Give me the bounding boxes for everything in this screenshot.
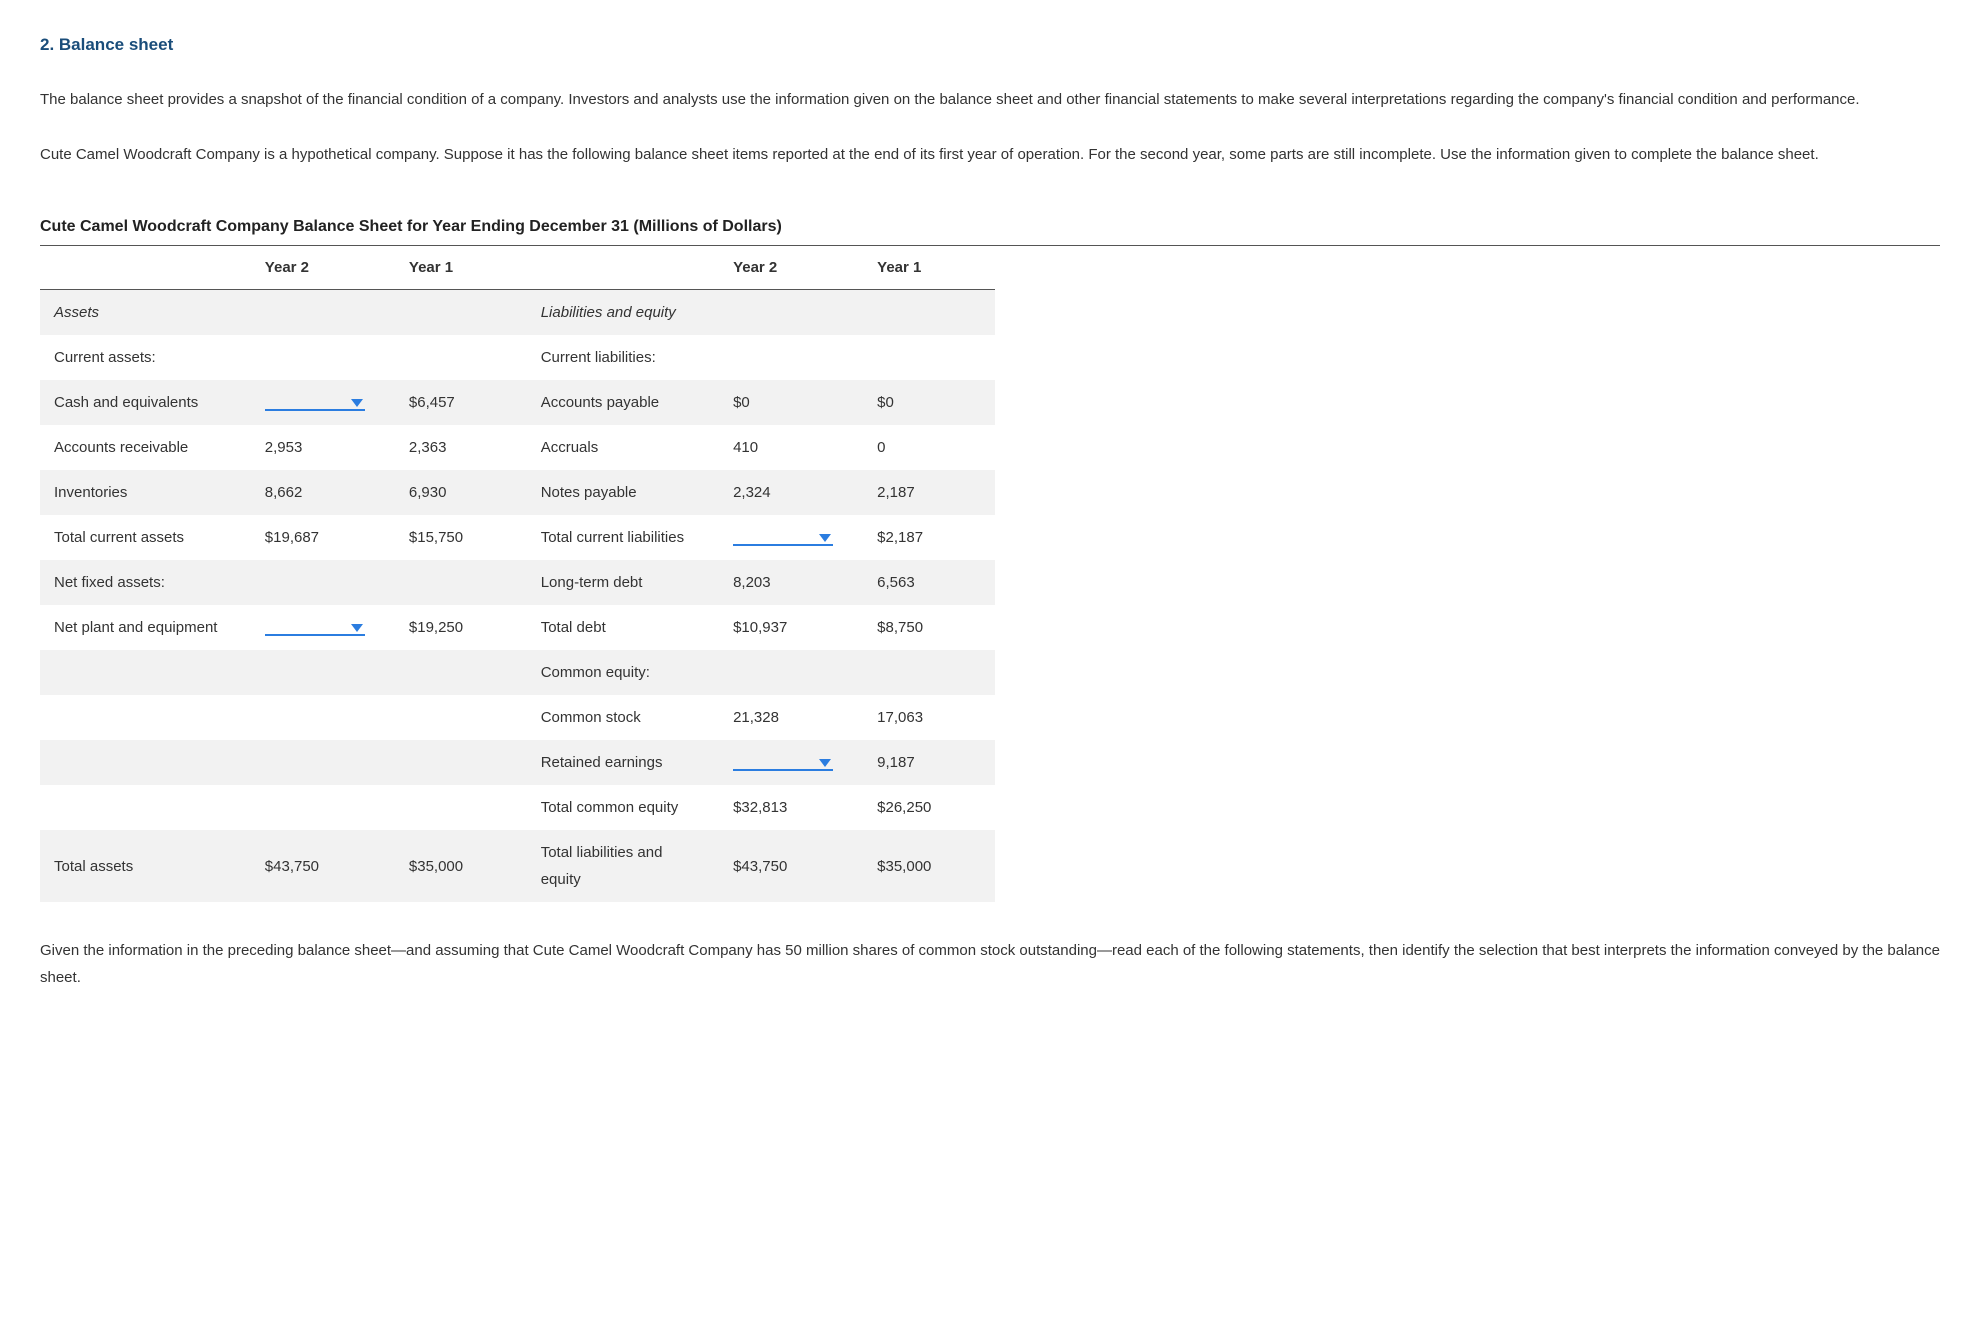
ar-y1: 2,363 — [395, 425, 527, 470]
accruals-label: Accruals — [527, 425, 719, 470]
tcl-y2-dropdown[interactable] — [733, 524, 833, 546]
re-y1: 9,187 — [863, 740, 995, 785]
tce-y2: $32,813 — [719, 785, 863, 830]
header-blank-left — [40, 246, 251, 290]
np-label: Notes payable — [527, 470, 719, 515]
tle-label: Total liabilities and equity — [527, 830, 719, 902]
section-heading: 2. Balance sheet — [40, 30, 1940, 61]
header-year1-left: Year 1 — [395, 246, 527, 290]
outro-paragraph: Given the information in the preceding b… — [40, 937, 1940, 991]
re-label: Retained earnings — [527, 740, 719, 785]
inv-y1: 6,930 — [395, 470, 527, 515]
ltd-y1: 6,563 — [863, 560, 995, 605]
header-year2-right: Year 2 — [719, 246, 863, 290]
cash-y2-dropdown-cell — [251, 380, 395, 425]
chevron-down-icon — [351, 624, 363, 632]
npe-label: Net plant and equipment — [40, 605, 251, 650]
npe-y2-dropdown-cell — [251, 605, 395, 650]
cash-label: Cash and equivalents — [40, 380, 251, 425]
cs-label: Common stock — [527, 695, 719, 740]
tle-y2: $43,750 — [719, 830, 863, 902]
tce-y1: $26,250 — [863, 785, 995, 830]
cash-y1: $6,457 — [395, 380, 527, 425]
balance-sheet-table: Year 2 Year 1 Year 2 Year 1 Assets Liabi… — [40, 246, 995, 902]
balance-sheet-table-wrapper: Cute Camel Woodcraft Company Balance She… — [40, 213, 1940, 903]
cs-y2: 21,328 — [719, 695, 863, 740]
intro-paragraph-2: Cute Camel Woodcraft Company is a hypoth… — [40, 141, 1940, 168]
table-title: Cute Camel Woodcraft Company Balance She… — [40, 213, 1940, 247]
tle-y1: $35,000 — [863, 830, 995, 902]
cs-y1: 17,063 — [863, 695, 995, 740]
assets-header: Assets — [40, 290, 251, 336]
np-y1: 2,187 — [863, 470, 995, 515]
tcl-y1: $2,187 — [863, 515, 995, 560]
ap-y1: $0 — [863, 380, 995, 425]
ta-y2: $43,750 — [251, 830, 395, 902]
ap-y2: $0 — [719, 380, 863, 425]
ltd-y2: 8,203 — [719, 560, 863, 605]
tcl-y2-dropdown-cell — [719, 515, 863, 560]
cash-y2-dropdown[interactable] — [265, 389, 365, 411]
td-label: Total debt — [527, 605, 719, 650]
chevron-down-icon — [819, 759, 831, 767]
tcl-label: Total current liabilities — [527, 515, 719, 560]
current-assets-label: Current assets: — [40, 335, 251, 380]
re-y2-dropdown[interactable] — [733, 749, 833, 771]
td-y1: $8,750 — [863, 605, 995, 650]
inv-y2: 8,662 — [251, 470, 395, 515]
current-liabilities-label: Current liabilities: — [527, 335, 719, 380]
header-year2-left: Year 2 — [251, 246, 395, 290]
ltd-label: Long-term debt — [527, 560, 719, 605]
ta-label: Total assets — [40, 830, 251, 902]
re-y2-dropdown-cell — [719, 740, 863, 785]
td-y2: $10,937 — [719, 605, 863, 650]
ce-label: Common equity: — [527, 650, 719, 695]
tca-y2: $19,687 — [251, 515, 395, 560]
accruals-y1: 0 — [863, 425, 995, 470]
npe-y1: $19,250 — [395, 605, 527, 650]
chevron-down-icon — [819, 534, 831, 542]
tce-label: Total common equity — [527, 785, 719, 830]
header-year1-right: Year 1 — [863, 246, 995, 290]
inv-label: Inventories — [40, 470, 251, 515]
npe-y2-dropdown[interactable] — [265, 614, 365, 636]
tca-y1: $15,750 — [395, 515, 527, 560]
accruals-y2: 410 — [719, 425, 863, 470]
ar-y2: 2,953 — [251, 425, 395, 470]
ar-label: Accounts receivable — [40, 425, 251, 470]
ta-y1: $35,000 — [395, 830, 527, 902]
nfa-label: Net fixed assets: — [40, 560, 251, 605]
ap-label: Accounts payable — [527, 380, 719, 425]
np-y2: 2,324 — [719, 470, 863, 515]
liabilities-header: Liabilities and equity — [527, 290, 719, 336]
header-blank-right — [527, 246, 719, 290]
tca-label: Total current assets — [40, 515, 251, 560]
intro-paragraph-1: The balance sheet provides a snapshot of… — [40, 86, 1940, 113]
chevron-down-icon — [351, 399, 363, 407]
